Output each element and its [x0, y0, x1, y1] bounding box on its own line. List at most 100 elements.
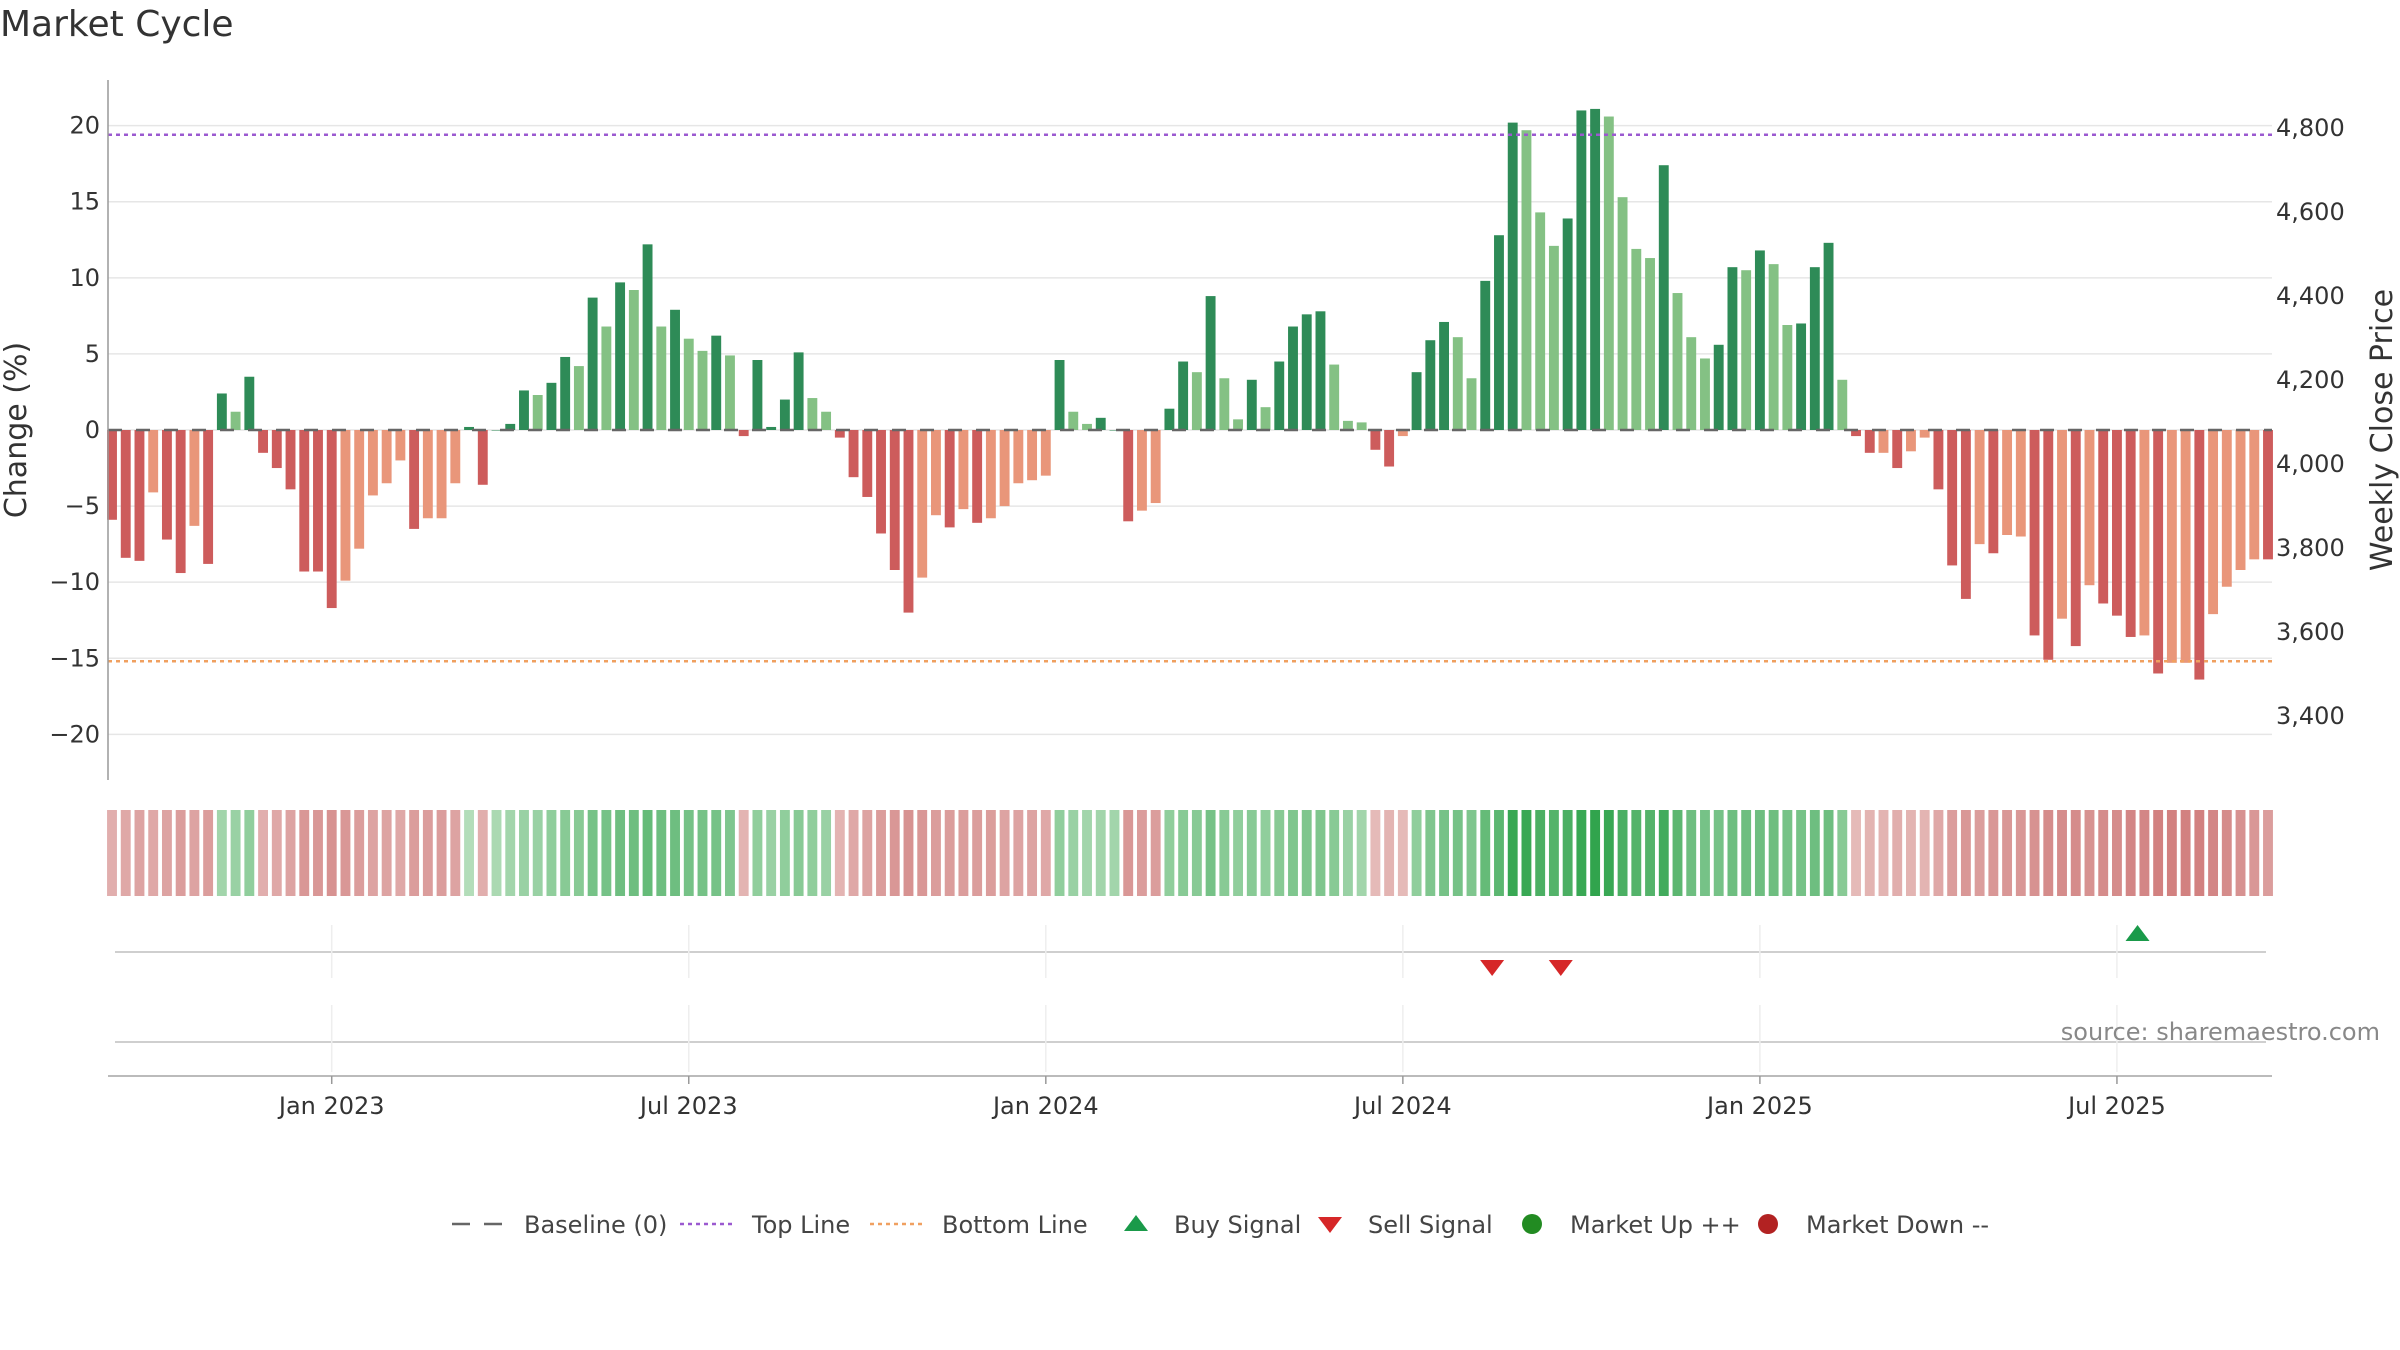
heat-cell	[1233, 810, 1244, 896]
heat-cell	[203, 810, 214, 896]
heat-cell	[766, 810, 777, 896]
legend-label: Top Line	[751, 1211, 850, 1239]
heat-cell	[2208, 810, 2219, 896]
heat-cell	[2057, 810, 2067, 896]
bar	[2111, 430, 2122, 616]
bar	[381, 430, 392, 484]
bar	[230, 411, 241, 430]
bar	[1878, 430, 1889, 453]
bar	[1040, 430, 1051, 476]
bar	[1754, 250, 1765, 430]
heat-cell	[821, 810, 832, 896]
heat-cell	[326, 810, 337, 896]
heat-cell	[1823, 810, 1834, 896]
y-axis-title: Change (%)	[0, 342, 34, 518]
heat-cell	[1288, 810, 1298, 896]
bar	[752, 360, 763, 430]
heat-cell	[1617, 810, 1628, 896]
bar	[766, 426, 777, 430]
heat-cell	[244, 810, 255, 896]
heat-cell	[1974, 810, 1985, 896]
bar	[1123, 430, 1134, 522]
bar	[1109, 430, 1120, 431]
heat-cell	[1645, 810, 1655, 896]
bar	[1274, 361, 1285, 430]
bar	[1837, 379, 1848, 430]
bar	[1988, 430, 1999, 554]
bar	[1315, 311, 1326, 430]
x-tick-label: Jul 2025	[2066, 1092, 2166, 1120]
bar	[2166, 430, 2177, 663]
bar	[1727, 267, 1738, 430]
legend-item: Baseline (0)	[452, 1211, 667, 1239]
bar	[628, 290, 639, 430]
bar	[656, 326, 667, 430]
heat-cell	[1988, 810, 1999, 896]
bar	[1603, 116, 1614, 431]
heat-cell	[285, 810, 296, 896]
legend-label: Bottom Line	[942, 1211, 1088, 1239]
y2-tick-label: 4,000	[2276, 450, 2345, 478]
heat-cell	[670, 810, 680, 896]
bar	[2043, 430, 2054, 660]
legend-item: Bottom Line	[870, 1211, 1088, 1239]
bar	[1411, 372, 1422, 430]
heat-cell	[1178, 810, 1189, 896]
heat-cell	[2194, 810, 2205, 896]
y-tick-label: −15	[49, 644, 100, 672]
bar	[1960, 430, 1971, 599]
bar	[1150, 430, 1161, 504]
bar	[972, 430, 983, 523]
bar	[148, 430, 159, 493]
heat-cell	[148, 810, 159, 896]
bar	[161, 430, 172, 540]
y-tick-label: 0	[85, 416, 100, 444]
heat-cell	[2029, 810, 2040, 896]
bar	[2057, 430, 2067, 619]
heat-cell	[848, 810, 859, 896]
bar	[725, 355, 735, 430]
heat-cell	[2043, 810, 2054, 896]
sell-signal-marker	[1548, 960, 1573, 976]
bar	[2263, 430, 2273, 560]
bar	[1013, 430, 1024, 484]
bar	[1233, 419, 1244, 430]
bar	[2180, 430, 2191, 663]
bar	[2070, 430, 2081, 647]
heat-cell	[2084, 810, 2095, 896]
heat-cell	[876, 810, 886, 896]
bar	[519, 390, 529, 430]
bar	[1329, 364, 1340, 430]
bar	[2249, 430, 2260, 560]
heat-cell	[862, 810, 873, 896]
heat-cell	[1700, 810, 1710, 896]
heat-cell	[1851, 810, 1861, 896]
heat-cell	[1342, 810, 1353, 896]
bar	[1823, 242, 1834, 430]
bar	[203, 430, 214, 564]
bar	[1576, 110, 1587, 430]
heat-cell	[450, 810, 461, 896]
heat-cell	[2166, 810, 2177, 896]
bar	[1851, 430, 1861, 437]
heat-cell	[834, 810, 845, 896]
heat-cell	[1164, 810, 1175, 896]
bar	[903, 430, 914, 613]
heat-cell	[1727, 810, 1738, 896]
heat-cell	[972, 810, 983, 896]
legend-item: Market Down --	[1758, 1211, 1989, 1239]
bar	[1095, 417, 1106, 430]
heat-cell	[436, 810, 447, 896]
bar	[862, 430, 873, 497]
bar	[2153, 430, 2164, 674]
heat-cell	[175, 810, 186, 896]
heat-cell	[2125, 810, 2136, 896]
heat-cell	[107, 810, 117, 896]
bar	[807, 398, 818, 430]
heat-cell	[1384, 810, 1395, 896]
y2-tick-label: 4,600	[2276, 198, 2345, 226]
heat-cell	[1205, 810, 1216, 896]
heat-cell	[395, 810, 406, 896]
bar	[2084, 430, 2095, 586]
bar	[464, 426, 474, 430]
